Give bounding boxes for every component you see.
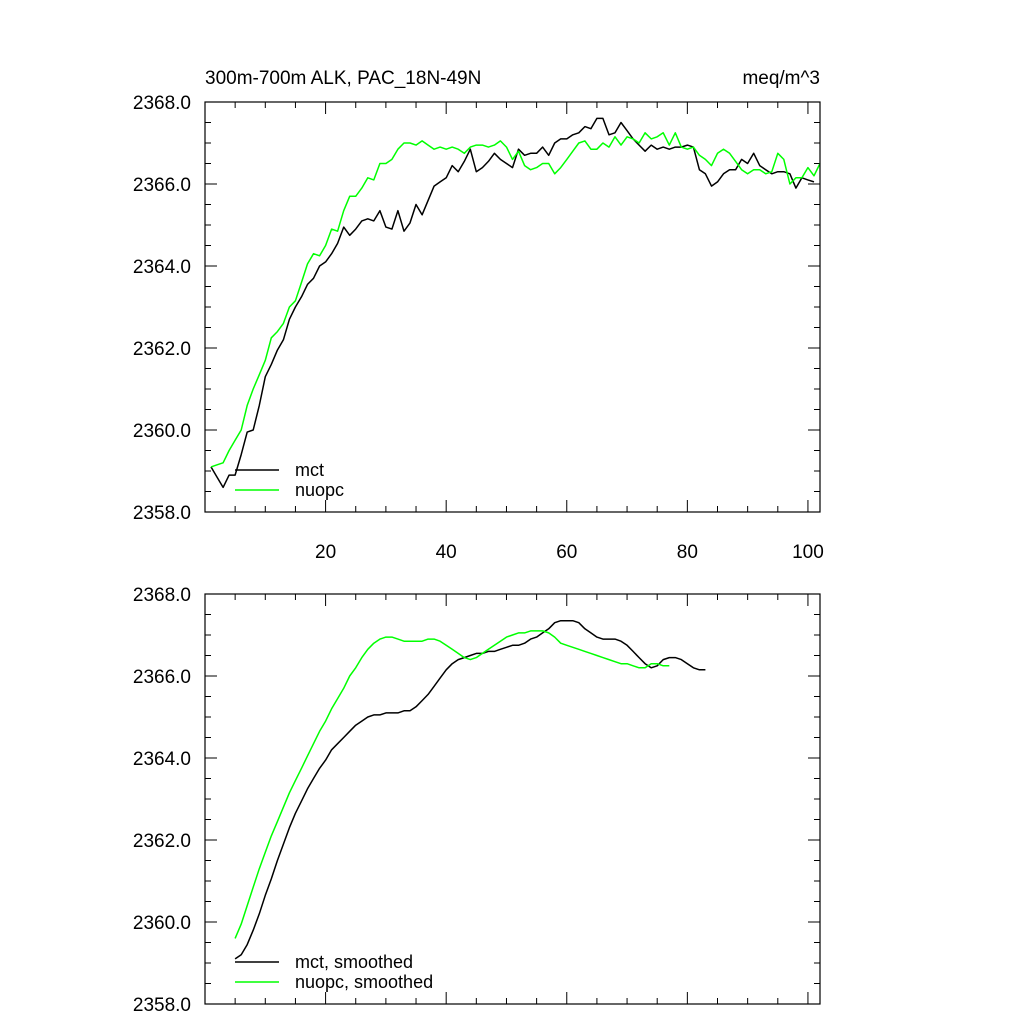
x-tick-label: 100 (792, 542, 824, 563)
y-axis-labels: 2368.0 2366.0 2364.0 2362.0 2360.0 2358.0 (133, 93, 191, 524)
legend-label: mct (295, 460, 324, 480)
y-tick-label: 2360.0 (133, 913, 191, 934)
y-tick-label: 2366.0 (133, 667, 191, 688)
series-line-nuopc (210, 132, 821, 468)
series-line-nuopc-smoothed (234, 630, 670, 939)
series-lines (234, 619, 706, 960)
y-tick-label: 2364.0 (133, 257, 191, 278)
series-line-mct (210, 117, 815, 489)
plot-frame (204, 101, 821, 513)
y-tick-label: 2358.0 (133, 503, 191, 524)
legend-label: mct, smoothed (295, 952, 413, 972)
chart-panel-smoothed: 2368.0 2366.0 2364.0 2362.0 2360.0 2358.0 mct… (133, 585, 821, 1016)
y-tick-label: 2362.0 (133, 831, 191, 852)
chart-units: meq/m^3 (742, 68, 820, 89)
series-line-mct-smoothed (234, 619, 706, 960)
y-tick-label: 2366.0 (133, 175, 191, 196)
y-axis-labels: 2368.0 2366.0 2364.0 2362.0 2360.0 2358.0 (133, 585, 191, 1016)
y-tick-label: 2364.0 (133, 749, 191, 770)
legend-label: nuopc (295, 480, 344, 500)
y-tick-label: 2358.0 (133, 995, 191, 1016)
series-lines (210, 117, 821, 489)
chart-panel-raw: 300m-700m ALK, PAC_18N-49N meq/m^3 2368.… (133, 68, 824, 563)
y-tick-label: 2368.0 (133, 585, 191, 606)
legend-label: nuopc, smoothed (295, 972, 433, 992)
plot-frame (204, 593, 821, 1005)
y-tick-label: 2360.0 (133, 421, 191, 442)
x-tick-label: 60 (556, 542, 577, 563)
y-tick-label: 2368.0 (133, 93, 191, 114)
x-axis-labels: 20 40 60 80 100 (315, 542, 824, 563)
chart-title: 300m-700m ALK, PAC_18N-49N (205, 68, 481, 89)
y-tick-label: 2362.0 (133, 339, 191, 360)
x-tick-label: 80 (677, 542, 698, 563)
tick-marks (205, 101, 820, 513)
tick-marks (205, 593, 820, 1005)
x-tick-label: 40 (436, 542, 457, 563)
x-tick-label: 20 (315, 542, 336, 563)
